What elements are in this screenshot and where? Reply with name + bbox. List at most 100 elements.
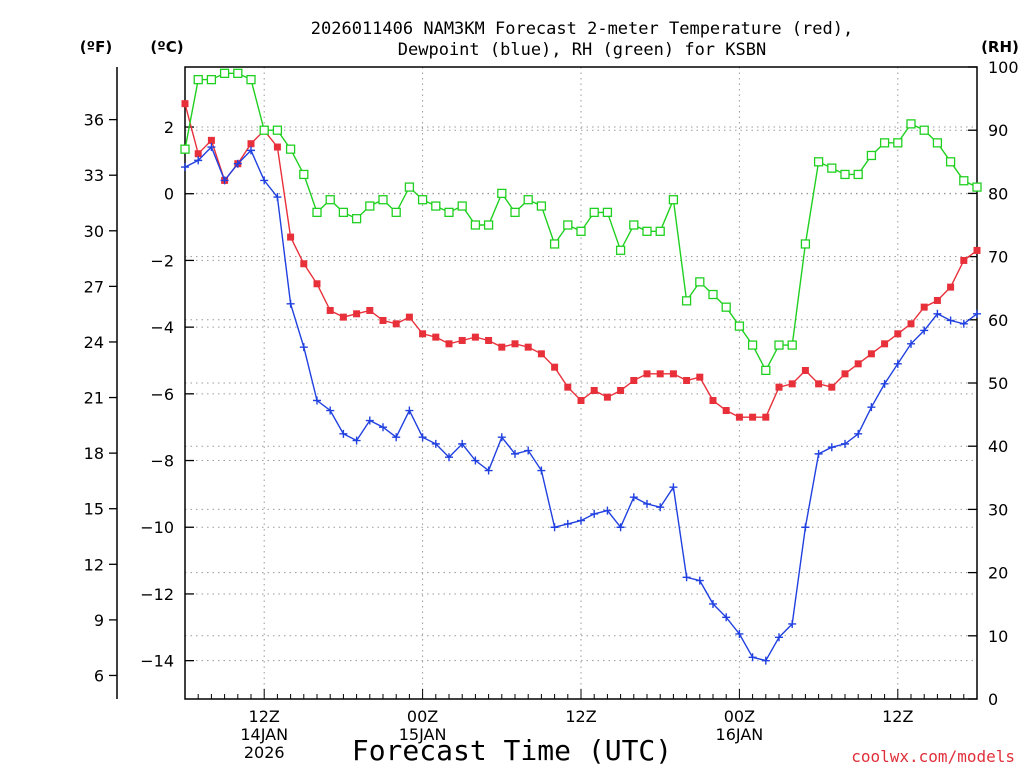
fahrenheit-tick-label: 27 [84,277,104,296]
rh-point [285,144,296,154]
rh-point [312,207,322,218]
dewpoint-point [563,519,572,528]
temperature-point [353,310,361,318]
rh-point [246,74,256,85]
temperature-point [841,370,849,378]
rh-point [417,195,428,205]
dewpoint-point [933,309,942,318]
rh-point [206,74,217,85]
rh-point [708,289,718,300]
temperature-point [432,333,440,341]
temperature-point [894,330,902,338]
time-tick-label: 12Z [249,707,280,726]
celsius-tick-label: −10 [140,518,174,537]
rh-point [497,188,507,199]
dewpoint-point [537,466,546,475]
dewpoint-point [775,633,783,642]
dewpoint-point [682,573,691,582]
rh-point [853,169,863,180]
rh-point [193,74,203,85]
dewpoint-point [352,436,361,445]
dewpoint-point [841,439,849,448]
dewpoint-point [920,326,929,335]
rh-point [906,119,916,129]
dewpoint-point [577,516,585,525]
rh-point [761,365,771,376]
celsius-tick-label: −6 [150,385,174,404]
temperature-point [669,370,677,378]
rh-tick-label: 90 [988,121,1008,140]
rh-tick-label: 40 [988,437,1008,456]
rh-point [351,214,362,224]
rh-tick-label: 80 [988,184,1008,203]
dewpoint-point [629,493,638,502]
dewpoint-point [893,359,902,368]
rh-point [919,125,929,135]
dewpoint-point [497,433,506,442]
temperature-point [537,350,545,358]
temperature-point [617,387,625,395]
dewpoint-point [194,156,203,165]
temperature-point [735,413,743,421]
dewpoint-point [326,406,335,415]
rh-tick-label: 30 [988,500,1008,519]
dewpoint-point [788,619,797,628]
dewpoint-point [801,523,810,532]
dewpoint-point [550,523,559,532]
temperature-point [247,140,255,148]
rh-point [734,321,745,331]
dewpoint-point [643,499,651,508]
temperature-point [696,373,704,381]
temperature-point [181,100,189,108]
temperature-point [933,296,941,304]
fahrenheit-tick-label: 12 [84,555,104,574]
dewpoint-point [405,406,414,415]
temperature-point [471,333,479,341]
temperature-point [749,413,757,421]
temperature-point [867,350,875,358]
dewpoint-point [339,429,348,438]
dewpoint-point [669,483,678,492]
time-tick-label: 15JAN [399,725,447,744]
temperature-point [683,376,691,384]
rh-point [747,340,758,350]
rh-point [470,220,481,230]
rh-tick-label: 70 [988,248,1008,267]
time-tick-label: 12Z [565,707,596,726]
rh-point [879,138,890,148]
rh-point [325,195,335,205]
dewpoint-point [484,466,493,475]
dewpoint-point [722,613,731,622]
axes: 20−2−4−6−8−10−12−14363330272421181512961… [84,58,1019,762]
temperature-point [709,397,717,405]
dewpoint-point [973,309,981,318]
rh-point [563,220,573,230]
temperature-point [881,340,889,348]
dewpoint-point [260,176,269,185]
rh-point [457,201,467,211]
dewpoint-point [656,503,665,512]
rh-point [589,207,599,218]
temperature-point [379,316,387,324]
dewpoint-point [854,429,863,438]
dewpoint-point [379,423,387,432]
temperature-point [630,376,638,384]
rh-point [827,163,837,173]
celsius-tick-label: −14 [140,652,174,671]
dewpoint-point [313,396,321,405]
temperature-point [815,380,823,388]
celsius-tick-label: −4 [150,318,174,337]
rh-point [259,125,269,135]
temperature-point [603,393,611,401]
temperature-point [405,313,413,321]
temperature-point [498,343,506,351]
dewpoint-point [867,403,876,412]
dewpoint-point [511,449,519,458]
dewpoint-point [814,449,823,458]
temperature-point [339,313,347,321]
time-tick-label: 12Z [882,707,913,726]
rh-point [668,195,679,205]
fahrenheit-tick-label: 24 [84,333,104,352]
grid-lines [185,67,977,699]
